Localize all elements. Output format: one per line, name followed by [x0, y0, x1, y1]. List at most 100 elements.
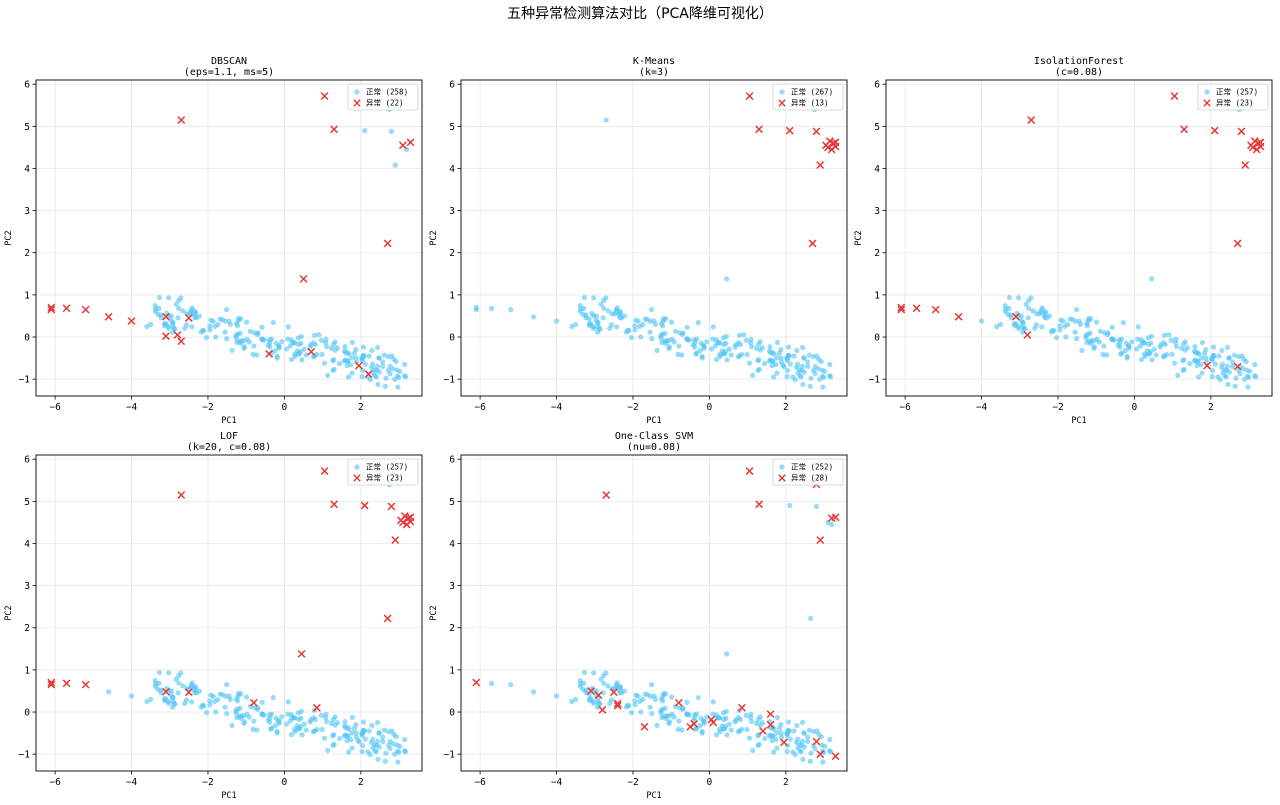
normal-point [144, 698, 150, 705]
normal-point [757, 347, 763, 353]
normal-point [1018, 313, 1025, 319]
x-axis-label: PC1 [646, 791, 661, 801]
normal-point [269, 336, 275, 342]
normal-point [234, 698, 241, 704]
normal-point [1199, 339, 1205, 346]
normal-point [241, 345, 247, 352]
normal-point [1084, 331, 1091, 337]
normal-point [267, 719, 273, 725]
normal-point [360, 742, 366, 749]
normal-point [369, 722, 375, 729]
legend-label: 异常 (28) [791, 474, 829, 483]
normal-point [781, 364, 787, 370]
normal-point [1237, 371, 1243, 377]
normal-point [359, 374, 365, 380]
normal-point [323, 711, 329, 717]
normal-point [611, 311, 618, 317]
panel-subtitle: (k=3) [639, 67, 669, 78]
normal-point [330, 716, 337, 722]
normal-point [737, 716, 743, 723]
panel-2: K-Means(k=3) −6 −4 −2 0 2 −1 0 1 2 3 4 5 6 PC1 PC2 正常 (2… [429, 56, 848, 426]
normal-point [591, 295, 597, 301]
normal-point [746, 735, 753, 741]
y-tick-label: 3 [24, 581, 30, 592]
normal-point [720, 335, 727, 341]
normal-point [388, 128, 395, 135]
normal-point [353, 730, 359, 736]
normal-point [614, 680, 620, 686]
normal-point [148, 321, 154, 327]
normal-point [794, 722, 800, 729]
anomaly-point [766, 710, 775, 719]
normal-point [1232, 383, 1238, 389]
normal-point [774, 370, 780, 376]
normal-point [1050, 327, 1056, 333]
anomaly-point [472, 678, 481, 687]
normal-point [648, 306, 655, 313]
normal-point [978, 318, 985, 324]
normal-point [671, 339, 677, 345]
normal-point [1073, 306, 1080, 313]
normal-point [170, 699, 176, 705]
normal-point [793, 739, 800, 745]
normal-point [308, 717, 314, 723]
x-tick-label: 2 [1208, 402, 1214, 413]
normal-point [189, 680, 195, 686]
legend: 正常 (252) 异常 (28) [772, 458, 844, 486]
anomaly-point [330, 125, 339, 134]
legend-box [347, 83, 419, 111]
normal-point [1146, 341, 1152, 347]
normal-point [330, 358, 336, 364]
anomaly-point [177, 337, 186, 346]
normal-point [728, 352, 734, 358]
normal-point [292, 726, 298, 732]
y-tick-label: 4 [449, 539, 455, 550]
normal-point [553, 693, 560, 699]
normal-point [189, 324, 195, 330]
normal-point [813, 503, 820, 510]
x-tick-label: −4 [551, 777, 563, 788]
anomaly-point [391, 536, 400, 545]
normal-point [279, 339, 285, 345]
anomaly-point [47, 305, 56, 314]
normal-point [787, 502, 793, 509]
normal-point [148, 696, 154, 702]
normal-point [166, 670, 172, 676]
plot-area [473, 92, 840, 390]
normal-point [349, 745, 355, 751]
normal-point [1153, 352, 1159, 358]
normal-point [717, 726, 723, 732]
anomaly-point [812, 737, 821, 746]
normal-point [1015, 323, 1022, 329]
normal-point [375, 381, 381, 387]
normal-point [1084, 339, 1090, 346]
normal-point [770, 733, 776, 739]
normal-point [647, 693, 654, 699]
normal-point [156, 305, 162, 312]
normal-point [684, 699, 690, 705]
normal-point [1162, 341, 1168, 348]
anomaly-point [745, 92, 754, 100]
normal-point [746, 360, 753, 366]
y-tick-label: 3 [449, 581, 455, 592]
normal-point [353, 355, 359, 361]
normal-point [144, 323, 150, 330]
anomaly-point [1012, 312, 1020, 321]
legend-anomaly-marker [1203, 99, 1211, 107]
normal-point [1074, 336, 1080, 342]
anomaly-point [780, 738, 788, 747]
normal-point [664, 713, 670, 719]
normal-point [238, 691, 244, 697]
legend-box [347, 458, 419, 486]
normal-point [402, 736, 408, 743]
normal-point [1145, 335, 1152, 341]
normal-point [351, 725, 358, 731]
y-tick-label: 4 [24, 539, 30, 550]
normal-point [200, 327, 206, 333]
normal-point [818, 358, 824, 365]
anomaly-point [785, 126, 794, 135]
normal-point [805, 359, 811, 365]
normal-point [724, 357, 730, 363]
anomaly-point [737, 703, 746, 712]
normal-point [1149, 276, 1155, 282]
